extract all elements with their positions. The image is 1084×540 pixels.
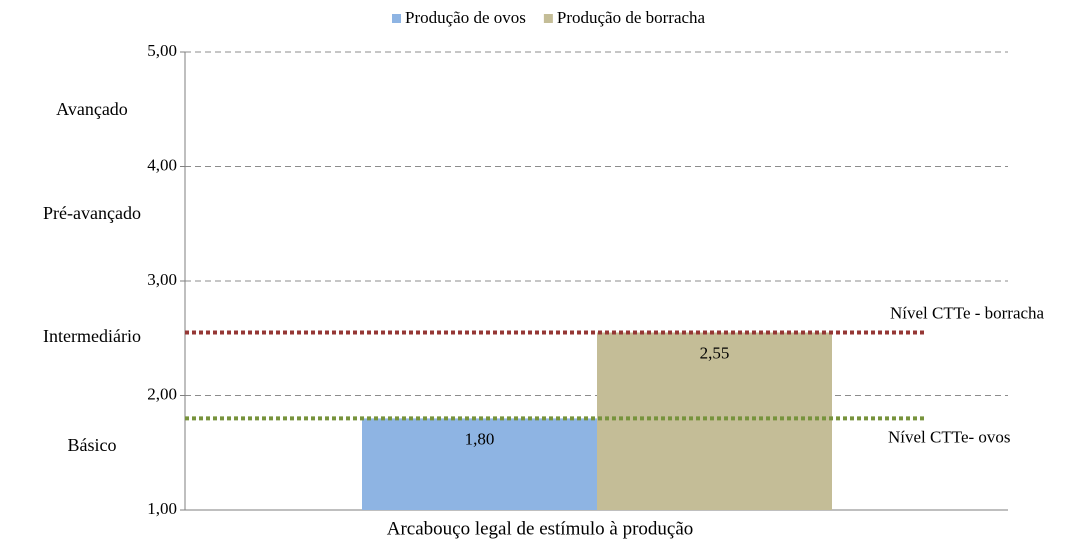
data-label: 2,55 bbox=[700, 343, 730, 362]
legend-swatch bbox=[543, 14, 553, 23]
y-tick-label: 5,00 bbox=[147, 41, 177, 60]
legend-label: Produção de ovos bbox=[405, 8, 526, 27]
reference-label: Nível CTTe- ovos bbox=[888, 427, 1011, 446]
bar bbox=[362, 418, 597, 510]
y-tick-label: 2,00 bbox=[147, 384, 177, 403]
level-label: Intermediário bbox=[43, 326, 141, 346]
x-category-label: Arcabouço legal de estímulo à produção bbox=[387, 518, 694, 539]
level-label: Básico bbox=[68, 435, 117, 455]
reference-label: Nível CTTe - borracha bbox=[890, 303, 1045, 322]
y-tick-label: 1,00 bbox=[147, 499, 177, 518]
y-tick-label: 4,00 bbox=[147, 155, 177, 174]
bar bbox=[597, 332, 832, 510]
data-label: 1,80 bbox=[465, 429, 495, 448]
level-label: Pré-avançado bbox=[43, 203, 141, 223]
legend-swatch bbox=[392, 14, 401, 23]
legend-label: Produção de borracha bbox=[557, 8, 706, 27]
level-label: Avançado bbox=[56, 99, 128, 119]
y-tick-label: 3,00 bbox=[147, 270, 177, 289]
